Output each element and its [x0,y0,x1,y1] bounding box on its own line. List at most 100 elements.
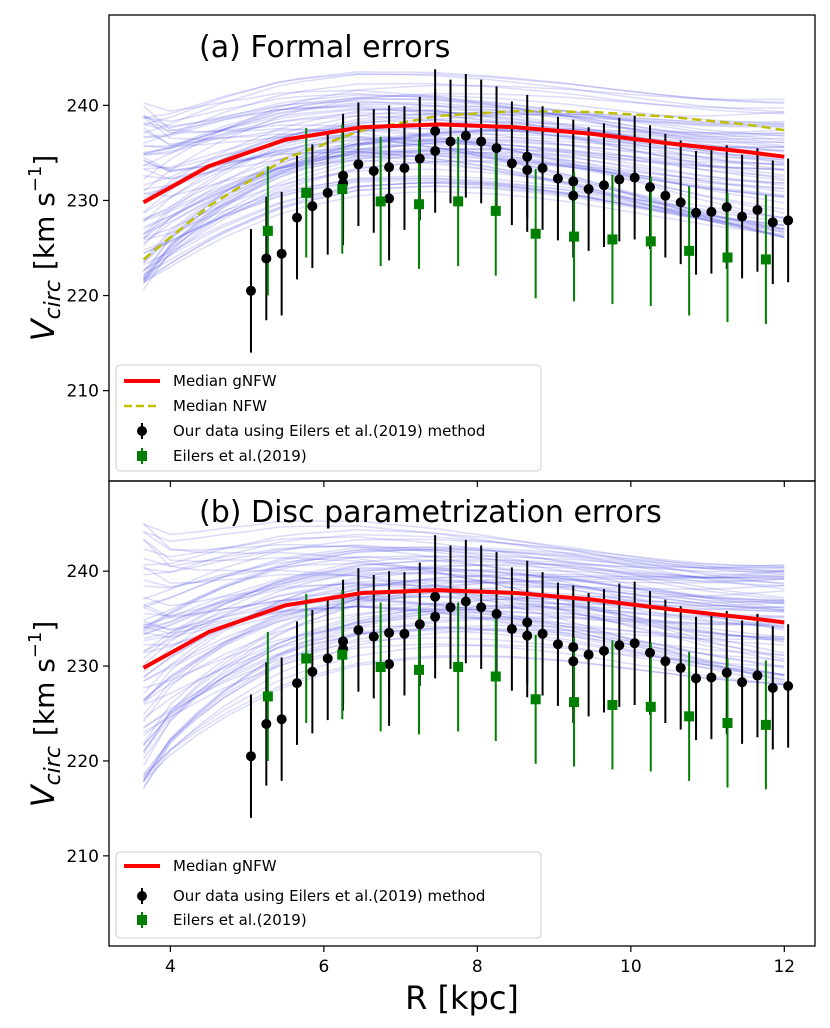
ensemble-curve [143,94,785,167]
legend-swatch-our-data-b [137,891,147,901]
ensemble-curve [143,190,785,284]
our-data-point [292,678,303,689]
ensemble-curve [143,106,785,180]
eilers-point [453,196,464,207]
our-data-point [568,176,579,187]
eilers-point [722,252,733,263]
ensemble-curve [143,579,785,678]
panel-title-a: (a) Formal errors [199,30,450,65]
our-data-point [583,184,594,195]
y-tick-label: 220 [67,287,99,307]
x-tick-label: 8 [472,957,483,977]
our-data-point [522,617,533,628]
our-data-point [276,248,287,259]
ensemble-curve [143,571,785,630]
our-data-point [721,202,732,213]
our-data-point [430,611,441,622]
our-data-point [476,602,487,613]
ensemble-curve [143,150,785,220]
ensemble-curve [143,548,785,629]
ensemble-curve [142,147,785,280]
ensemble-curves-b [142,520,785,790]
ensemble-curve [143,177,785,241]
eilers-point [607,234,618,245]
eilers-point [760,719,771,730]
our-data-point [322,653,333,664]
ensemble-curve [142,617,785,782]
our-data-point [261,718,272,729]
ensemble-curve [143,584,785,640]
our-data-point [445,602,456,613]
ensemble-curve [142,570,785,766]
our-data-point [598,180,609,191]
our-data-point [476,136,487,147]
legend-label-median-gnfw: Median gNFW [173,372,277,390]
ensemble-curve [143,596,785,676]
y-axis-ticks-b: 210 220 230 240 [67,562,109,867]
y-axis-label-b: Vcirc[km s−1] [24,621,66,808]
our-data-point [353,624,364,635]
ensemble-curve [143,568,785,636]
legend-b: Median gNFW Our data using Eilers et al.… [115,851,542,939]
ensemble-curve [143,629,785,706]
our-data-point [568,642,579,653]
ensemble-curve [142,151,785,284]
eilers-point [375,662,386,672]
our-data-point [598,645,609,656]
our-data-point [568,190,579,201]
eilers-point [375,196,386,207]
our-data-point [629,638,640,649]
ensemble-curve [142,121,785,247]
ensemble-curve [143,127,785,214]
legend-box-a [115,364,542,472]
x-tick-label: 6 [318,957,329,977]
ensemble-curve [143,566,785,626]
ensemble-curve [142,148,785,264]
ensemble-curve [142,111,785,236]
legend-label-eilers-b: Eilers et al.(2019) [173,911,307,929]
ensemble-curve [143,538,785,600]
our-data-point [706,206,717,217]
our-data-point [384,162,395,173]
our-data-point [445,136,456,147]
y-tick-label: 210 [67,382,99,402]
ensemble-curve [143,159,785,230]
our-data-point [691,673,702,684]
ensemble-curve [142,578,785,745]
y-tick-label: 220 [67,752,99,772]
ensemble-curve [143,185,785,281]
our-data-point [276,714,287,725]
our-data-point [721,667,732,678]
our-data-point [338,170,349,181]
ensemble-curve [142,139,785,280]
ensemble-curve [143,583,785,657]
ensemble-curve [142,624,785,775]
ensemble-curve [143,529,785,573]
our-data-point [384,659,395,670]
ensemble-curve [143,128,785,214]
our-data-point [491,143,502,154]
ensemble-curve [143,72,785,119]
eilers-point [301,653,312,664]
eilers-point [337,649,348,660]
ensemble-curve [143,82,785,145]
our-data-point [368,631,379,642]
our-data-point [522,165,533,176]
eilers-point [262,225,273,236]
ensemble-curve [142,160,785,281]
data-marks-a [142,69,794,353]
our-data-point [752,670,763,681]
data-marks-b [142,535,794,818]
our-data-point [752,204,763,215]
legend-swatch-eilers-b [137,915,147,925]
our-data-point [629,172,640,183]
legend-label-median-gnfw-b: Median gNFW [173,857,277,875]
y-tick-label: 240 [67,96,99,116]
ensemble-curve [143,89,785,157]
ensemble-curve [143,608,785,703]
ensemble-curve [143,119,785,200]
legend-label-our-data-b: Our data using Eilers et al.(2019) metho… [173,887,485,905]
ensemble-curve [143,92,785,153]
eilers-point [645,701,656,712]
